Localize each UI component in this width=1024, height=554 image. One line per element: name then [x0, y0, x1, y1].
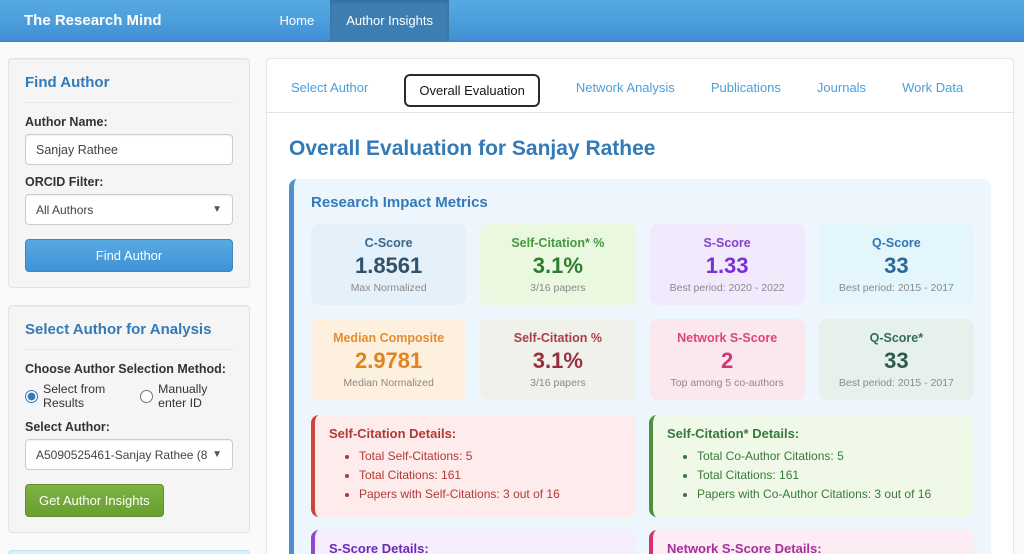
chevron-down-icon: ▼ — [212, 449, 222, 460]
detail-list: Total Co-Author Citations: 5 Total Citat… — [697, 447, 960, 505]
detail-box-title: Self-Citation* Details: — [667, 426, 800, 441]
metric-subtitle: Median Normalized — [343, 377, 434, 389]
metric-title: C-Score — [364, 236, 413, 250]
select-author-panel: Select Author for Analysis Choose Author… — [8, 305, 250, 533]
main-panel: Select Author Overall Evaluation Network… — [266, 58, 1014, 554]
nav-item-author-insights[interactable]: Author Insights — [330, 0, 449, 41]
sidebar: Find Author Author Name: Sanjay Rathee O… — [8, 58, 250, 554]
tab-overall-evaluation[interactable]: Overall Evaluation — [404, 74, 540, 107]
selection-method-label: Choose Author Selection Method: — [25, 362, 226, 376]
research-impact-metrics-section: Research Impact Metrics C-Score 1.8561 M… — [289, 179, 991, 554]
radio-select-from-results-label: Select from Results — [43, 382, 106, 410]
author-select-value: A5090525461-Sanjay Rathee (85 works) — [36, 447, 208, 462]
metric-subtitle: Best period: 2015 - 2017 — [838, 377, 954, 389]
metric-subtitle: Max Normalized — [350, 282, 427, 294]
metric-card-self-citation-pct: Self-Citation % 3.1% 3/16 papers — [480, 319, 636, 400]
metric-subtitle: 3/16 papers — [530, 282, 586, 294]
detail-item: Total Self-Citations: 5 — [359, 447, 622, 466]
detail-item: Total Co-Author Citations: 5 — [697, 447, 960, 466]
metric-title: S-Score — [703, 236, 751, 250]
metric-card-q-score-star: Q-Score* 33 Best period: 2015 - 2017 — [818, 319, 974, 400]
metric-card-s-score: S-Score 1.33 Best period: 2020 - 2022 — [649, 224, 805, 305]
s-score-details-box: S-Score Details: Maximum 3-Year Average:… — [311, 529, 636, 554]
tab-network-analysis[interactable]: Network Analysis — [575, 80, 675, 95]
metric-card-q-score: Q-Score 33 Best period: 2015 - 2017 — [818, 224, 974, 305]
tab-journals[interactable]: Journals — [816, 80, 867, 95]
metric-value: 2 — [721, 348, 734, 373]
main-content: Overall Evaluation for Sanjay Rathee Res… — [267, 113, 1013, 554]
self-citation-star-details-box: Self-Citation* Details: Total Co-Author … — [649, 415, 974, 517]
selected-author-panel: Selected Author Selected Author: Sanjay … — [8, 550, 250, 554]
metric-subtitle: Best period: 2020 - 2022 — [669, 282, 785, 294]
metric-title: Q-Score — [872, 236, 921, 250]
metric-value: 33 — [884, 348, 909, 373]
metric-cards-grid: C-Score 1.8561 Max Normalized Self-Citat… — [311, 224, 974, 400]
orcid-filter-select[interactable]: All Authors ▼ — [25, 194, 233, 225]
orcid-filter-value: All Authors — [36, 202, 94, 217]
navbar: The Research Mind Home Author Insights — [0, 0, 1024, 42]
metric-title: Self-Citation* % — [511, 236, 605, 250]
author-name-value: Sanjay Rathee — [36, 142, 119, 157]
radio-manually-enter-id-label: Manually enter ID — [158, 382, 208, 410]
metric-card-self-citation-star-pct: Self-Citation* % 3.1% 3/16 papers — [480, 224, 636, 305]
metric-subtitle: Best period: 2015 - 2017 — [838, 282, 954, 294]
detail-box-title: Self-Citation Details: — [329, 426, 457, 441]
page-title: Overall Evaluation for Sanjay Rathee — [289, 137, 656, 160]
nav-item-home[interactable]: Home — [279, 13, 315, 28]
tab-work-data[interactable]: Work Data — [902, 80, 964, 95]
radio-manually-enter-id-input[interactable] — [140, 389, 154, 403]
metric-title: Network S-Score — [677, 331, 778, 345]
tab-bar: Select Author Overall Evaluation Network… — [267, 59, 1013, 113]
orcid-filter-label: ORCID Filter: — [25, 175, 104, 189]
find-author-button[interactable]: Find Author — [25, 239, 233, 272]
network-s-score-details-box: Network S-Score Details: Highest Co-Auth… — [649, 529, 974, 554]
metric-title: Median Composite — [333, 331, 445, 345]
detail-item: Papers with Self-Citations: 3 out of 16 — [359, 485, 622, 504]
tab-publications[interactable]: Publications — [710, 80, 781, 95]
metric-card-c-score: C-Score 1.8561 Max Normalized — [311, 224, 467, 305]
selection-method-radios: Select from Results Manually enter ID — [25, 382, 233, 410]
app-brand: The Research Mind — [24, 12, 162, 29]
navbar-nav: Home Author Insights — [264, 0, 449, 41]
metric-value: 33 — [884, 253, 909, 278]
detail-item: Total Citations: 161 — [359, 466, 622, 485]
author-select[interactable]: A5090525461-Sanjay Rathee (85 works) ▼ — [25, 439, 233, 470]
metric-value: 3.1% — [532, 253, 583, 278]
metric-subtitle: 3/16 papers — [530, 377, 586, 389]
tab-select-author[interactable]: Select Author — [291, 80, 369, 95]
author-name-input[interactable]: Sanjay Rathee — [25, 134, 233, 165]
metric-subtitle: Top among 5 co-authors — [670, 377, 784, 389]
get-author-insights-button[interactable]: Get Author Insights — [25, 484, 164, 517]
self-citation-details-box: Self-Citation Details: Total Self-Citati… — [311, 415, 636, 517]
metric-value: 1.8561 — [354, 253, 423, 278]
find-author-title: Find Author — [25, 74, 233, 103]
select-author-title: Select Author for Analysis — [25, 321, 233, 350]
metric-card-median-composite: Median Composite 2.9781 Median Normalize… — [311, 319, 467, 400]
metric-title: Q-Score* — [869, 331, 924, 345]
metric-title: Self-Citation % — [513, 331, 602, 345]
author-name-label: Author Name: — [25, 115, 108, 129]
detail-item: Papers with Co-Author Citations: 3 out o… — [697, 485, 960, 504]
metric-value: 2.9781 — [354, 348, 423, 373]
metric-value: 1.33 — [705, 253, 749, 278]
radio-manually-enter-id[interactable]: Manually enter ID — [140, 382, 233, 410]
select-author-label: Select Author: — [25, 420, 110, 434]
metric-value: 3.1% — [532, 348, 583, 373]
find-author-panel: Find Author Author Name: Sanjay Rathee O… — [8, 58, 250, 288]
radio-select-from-results-input[interactable] — [25, 389, 38, 403]
chevron-down-icon: ▼ — [212, 204, 222, 215]
metric-card-network-s-score: Network S-Score 2 Top among 5 co-authors — [649, 319, 805, 400]
detail-boxes-grid: Self-Citation Details: Total Self-Citati… — [311, 415, 974, 554]
detail-box-title: Network S-Score Details: — [667, 540, 822, 554]
radio-select-from-results[interactable]: Select from Results — [25, 382, 126, 410]
detail-box-title: S-Score Details: — [329, 540, 429, 554]
detail-list: Total Self-Citations: 5 Total Citations:… — [359, 447, 622, 505]
detail-item: Total Citations: 161 — [697, 466, 960, 485]
metrics-section-title: Research Impact Metrics — [311, 194, 488, 211]
